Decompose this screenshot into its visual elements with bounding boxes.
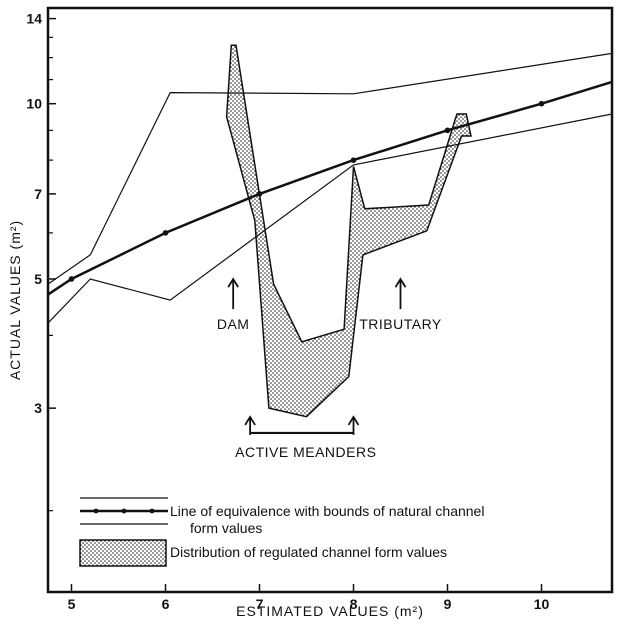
legend: Line of equivalence with bounds of natur… (79, 497, 484, 567)
y-tick-label: 5 (34, 271, 42, 287)
series-layer (47, 44, 613, 418)
y-tick-label: 10 (26, 96, 42, 112)
legend-equivalence-marker (149, 508, 155, 514)
tributary-label: TRIBUTARY (359, 316, 442, 332)
upper-bound-line (47, 52, 613, 285)
lower-bound-line (47, 113, 613, 324)
x-tick-label: 10 (534, 596, 550, 612)
x-tick-label: 6 (162, 596, 170, 612)
plot-frame (46, 6, 614, 594)
equivalence-point (68, 276, 75, 282)
dam-arrow-head (227, 277, 239, 288)
annotation-layer: DAM TRIBUTARY ACTIVE MEANDERS (217, 277, 442, 460)
equivalence-point (444, 127, 451, 134)
legend-label-equivalence: Line of equivalence with bounds of natur… (170, 503, 484, 519)
dam-label: DAM (217, 316, 250, 332)
x-tick-label: 9 (444, 596, 452, 612)
equivalence-line (47, 80, 613, 296)
legend-equivalence-marker (93, 508, 99, 514)
y-tick-label: 14 (26, 11, 42, 27)
x-tick-label: 5 (68, 596, 76, 612)
legend-swatch-regulated (79, 539, 167, 567)
active-meanders-right-arrow-head (347, 415, 360, 426)
y-tick-label: 7 (34, 186, 42, 202)
y-tick-labels: 3 5 7 10 14 (26, 11, 42, 417)
y-axis-title: ACTUAL VALUES (m²) (7, 220, 23, 380)
x-tick-label: 7 (256, 596, 264, 612)
legend-label-regulated: Distribution of regulated channel form v… (170, 544, 447, 560)
axis-ticks (48, 17, 543, 592)
x-tick-label: 8 (350, 596, 358, 612)
tributary-arrow-head (394, 277, 407, 288)
x-axis-title: ESTIMATED VALUES (m²) (236, 603, 424, 619)
equivalence-point (256, 191, 263, 197)
x-tick-labels: 5 6 7 8 9 10 (68, 596, 550, 612)
equivalence-point (162, 230, 169, 236)
active-meanders-left-arrow-head (244, 415, 256, 426)
equivalence-point (538, 100, 545, 107)
legend-label-equivalence-cont: form values (190, 520, 262, 536)
legend-equivalence-marker (121, 508, 127, 514)
y-tick-label: 3 (34, 400, 42, 416)
equivalence-point (350, 157, 357, 163)
active-meanders-label: ACTIVE MEANDERS (235, 444, 376, 460)
